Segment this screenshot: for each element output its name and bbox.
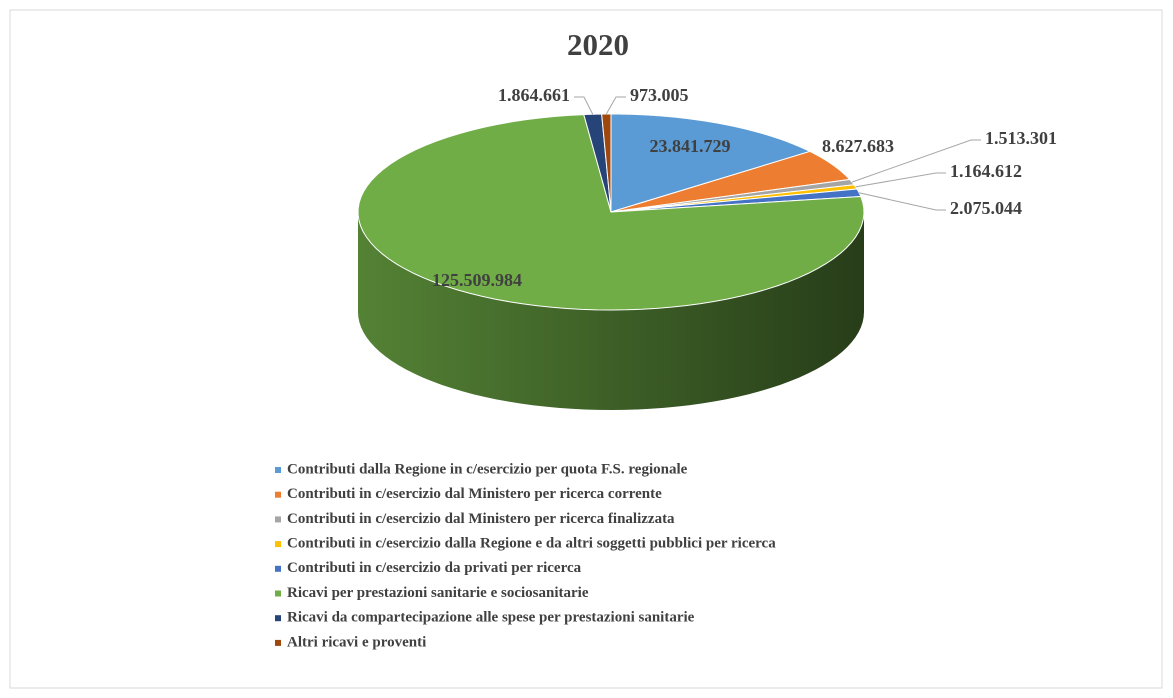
leader-line bbox=[858, 192, 946, 211]
data-label: 23.841.729 bbox=[650, 136, 731, 156]
pie-slice bbox=[601, 113, 612, 213]
data-label: 2.075.044 bbox=[950, 198, 1022, 218]
legend-swatch bbox=[275, 467, 281, 473]
data-label: 973.005 bbox=[630, 85, 689, 105]
legend-swatch bbox=[275, 615, 281, 622]
leader-line bbox=[605, 96, 626, 115]
legend-label: Ricavi da compartecipazione alle spese p… bbox=[287, 610, 695, 626]
data-label: 8.627.683 bbox=[822, 136, 894, 156]
pie-slice bbox=[610, 150, 851, 213]
legend-swatch bbox=[275, 565, 281, 572]
legend-swatch bbox=[275, 491, 281, 498]
pie-slice bbox=[583, 113, 612, 213]
leader-line bbox=[574, 96, 594, 115]
legend-swatch bbox=[275, 516, 281, 523]
data-label: 1.164.612 bbox=[950, 161, 1022, 181]
pie-slice bbox=[610, 184, 858, 213]
leader-line bbox=[851, 139, 981, 183]
pie-slice bbox=[610, 113, 812, 213]
chart-title: 2020 bbox=[567, 27, 629, 62]
legend-swatch bbox=[275, 639, 281, 646]
leader-line bbox=[855, 172, 946, 188]
legend-label: Contributi dalla Regione in c/esercizio … bbox=[287, 461, 688, 477]
legend-label: Ricavi per prestazioni sanitarie e socio… bbox=[287, 585, 589, 601]
legend-label: Contributi in c/esercizio dal Ministero … bbox=[287, 511, 675, 527]
legend-label: Contributi in c/esercizio dal Ministero … bbox=[287, 486, 662, 502]
legend-label: Contributi in c/esercizio dalla Regione … bbox=[287, 536, 776, 552]
data-label: 125.509.984 bbox=[432, 270, 522, 290]
legend-swatch bbox=[275, 590, 281, 597]
data-label: 1.513.301 bbox=[985, 128, 1057, 148]
legend-label: Contributi in c/esercizio da privati per… bbox=[287, 560, 582, 576]
legend-label: Altri ricavi e proventi bbox=[287, 634, 426, 650]
pie-slice bbox=[357, 114, 865, 311]
legend-swatch bbox=[275, 541, 281, 548]
pie-side bbox=[358, 212, 864, 410]
data-label: 1.864.661 bbox=[498, 85, 570, 105]
